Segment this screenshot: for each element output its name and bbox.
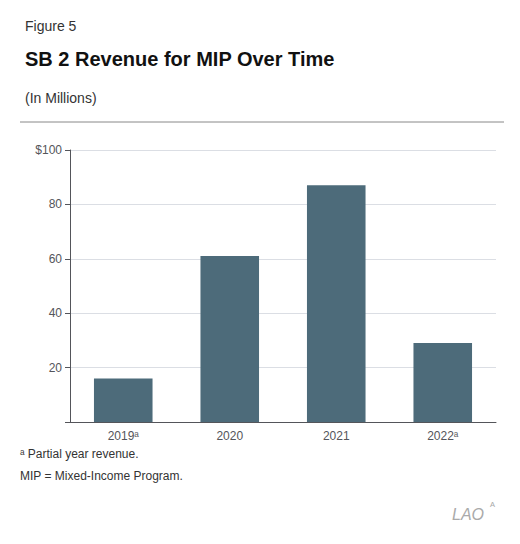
svg-text:2019ᵃ: 2019ᵃ (108, 429, 140, 443)
svg-text:Figure 5: Figure 5 (25, 18, 77, 34)
svg-text:$100: $100 (35, 143, 62, 157)
svg-text:ᴬ: ᴬ (489, 500, 495, 512)
svg-text:20: 20 (49, 361, 63, 375)
svg-text:60: 60 (49, 252, 63, 266)
svg-text:40: 40 (49, 306, 63, 320)
svg-text:ᵃ Partial year revenue.: ᵃ Partial year revenue. (20, 447, 139, 461)
svg-text:2021: 2021 (323, 429, 350, 443)
svg-text:(In Millions): (In Millions) (25, 90, 97, 106)
svg-text:MIP = Mixed-Income Program.: MIP = Mixed-Income Program. (20, 469, 183, 483)
svg-text:2020: 2020 (216, 429, 243, 443)
svg-text:SB 2 Revenue for MIP Over Time: SB 2 Revenue for MIP Over Time (25, 48, 334, 70)
svg-text:LAO: LAO (452, 506, 484, 523)
svg-text:2022ᵃ: 2022ᵃ (427, 429, 459, 443)
svg-text:80: 80 (49, 197, 63, 211)
